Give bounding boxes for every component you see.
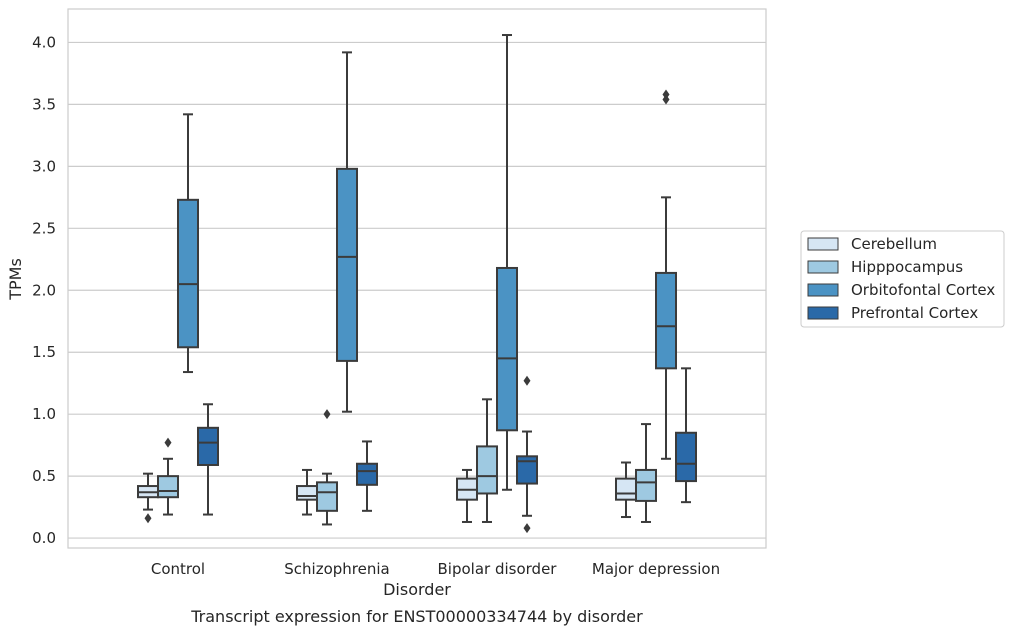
y-tick-label: 2.5 (32, 219, 56, 237)
box-body (177, 198, 199, 349)
y-tick-label: 2.0 (32, 281, 56, 299)
box-body (157, 475, 179, 499)
legend-label: Prefrontal Cortex (851, 304, 978, 322)
box-body (316, 481, 338, 512)
box-body (516, 455, 538, 485)
box-hipppocampus (316, 409, 338, 526)
box-hipppocampus (476, 398, 498, 523)
legend-swatch (807, 260, 839, 274)
y-tick-label: 1.5 (32, 343, 56, 361)
box-orbitofontal-cortex (177, 113, 199, 374)
box-hipppocampus (635, 423, 657, 523)
y-tick-label: 4.0 (32, 33, 56, 51)
outlier-point (523, 523, 531, 534)
box-cerebellum (296, 468, 318, 516)
x-tick-label: Schizophrenia (284, 560, 389, 578)
box-prefrontal-cortex (197, 403, 219, 516)
y-tick-label: 1.0 (32, 405, 56, 423)
box-body (336, 167, 358, 362)
y-tick-label: 0.0 (32, 529, 56, 547)
box-cerebellum (615, 461, 637, 519)
box-cerebellum (456, 468, 478, 523)
box-body (675, 431, 697, 483)
box-body (635, 468, 657, 502)
box-body (476, 445, 498, 495)
y-tick-label: 3.0 (32, 157, 56, 175)
legend-frame (800, 230, 1005, 328)
box-body (356, 462, 378, 486)
legend-label: Cerebellum (851, 235, 937, 253)
box-orbitofontal-cortex (336, 51, 358, 413)
x-tick-label: Control (151, 560, 205, 578)
grid-lines (68, 41, 766, 539)
box-body (655, 271, 677, 370)
outlier-point (164, 437, 172, 448)
y-tick-label: 3.5 (32, 95, 56, 113)
box-series (137, 34, 697, 534)
box-prefrontal-cortex (516, 375, 538, 534)
legend-swatch (807, 306, 839, 320)
box-prefrontal-cortex (675, 367, 697, 504)
legend-label: Hipppocampus (851, 258, 963, 276)
outlier-point (523, 375, 531, 386)
x-axis-title: Disorder (383, 580, 451, 599)
legend-swatch (807, 237, 839, 251)
x-tick-label: Bipolar disorder (438, 560, 558, 578)
box-body (296, 485, 318, 501)
chart-caption: Transcript expression for ENST0000033474… (190, 607, 643, 626)
box-body (197, 426, 219, 466)
y-tick-label: 0.5 (32, 467, 56, 485)
legend: Cerebellum Hipppocampus Orbitofontal Corte… (800, 230, 1005, 328)
box-orbitofontal-cortex (655, 89, 677, 460)
y-tick-labels: 0.0 0.5 1.0 1.5 2.0 2.5 3.0 3.5 4.0 (32, 33, 56, 547)
x-tick-labels: Control Schizophrenia Bipolar disorder Majo… (151, 560, 720, 578)
x-tick-label: Major depression (592, 560, 720, 578)
outlier-point (662, 89, 670, 100)
box-body (615, 477, 637, 501)
legend-label: Orbitofontal Cortex (851, 281, 995, 299)
outlier-point (144, 513, 152, 524)
y-axis-title: TPMs (6, 258, 25, 301)
box-body (496, 266, 518, 432)
legend-swatch (807, 283, 839, 297)
box-prefrontal-cortex (356, 440, 378, 512)
outlier-point (323, 409, 331, 420)
box-orbitofontal-cortex (496, 34, 518, 491)
box-hipppocampus (157, 437, 179, 516)
